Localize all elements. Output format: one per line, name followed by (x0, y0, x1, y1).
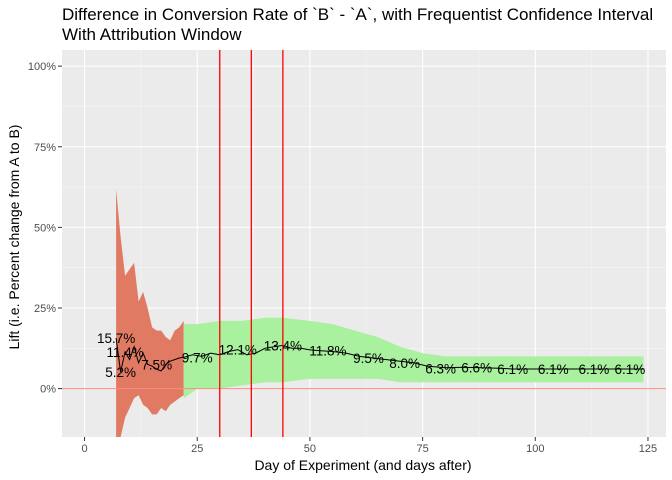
x-tick-label: 100 (526, 443, 544, 455)
data-label: 5.2% (105, 365, 136, 380)
y-axis-title: Lift (i.e. Percent change from A to B) (6, 125, 22, 350)
chart-subtitle: With Attribution Window (62, 25, 242, 44)
data-label: 12.1% (219, 343, 257, 358)
data-label: 11.4% (106, 345, 143, 360)
y-tick-label: 75% (34, 142, 56, 154)
confidence-band-late (183, 317, 644, 399)
data-label: 11.8% (309, 344, 346, 359)
data-label: 6.1% (579, 362, 610, 377)
data-label: 9.5% (353, 351, 384, 366)
data-label: 15.7% (97, 331, 135, 346)
y-tick-label: 100% (28, 61, 56, 73)
x-tick-label: 0 (81, 443, 87, 455)
data-label: 8.0% (389, 356, 420, 371)
data-label: 6.3% (425, 361, 456, 376)
plot-panel: 15.7%11.4% 5.2% 7.5% 9.7% 12.1% 13.4% 11.8% 9.5… (62, 50, 666, 437)
y-tick-label: 0% (40, 384, 56, 396)
data-label: 9.7% (182, 350, 213, 365)
data-label: 6.1% (497, 362, 528, 377)
data-label: 13.4% (264, 338, 302, 353)
x-tick-label: 75 (416, 443, 428, 455)
y-tick-label: 25% (34, 303, 56, 315)
data-label: 6.1% (615, 362, 646, 377)
x-tick-label: 25 (191, 443, 203, 455)
x-tick-label: 125 (639, 443, 657, 455)
data-label: 6.1% (538, 362, 569, 377)
data-label: 6.6% (461, 360, 492, 375)
data-label: 7.5% (141, 357, 172, 372)
y-axis-ticks: 0% 25% 50% 75% 100% (28, 61, 62, 396)
chart-title: Difference in Conversion Rate of `B` - `… (62, 5, 653, 24)
x-tick-label: 50 (304, 443, 316, 455)
y-tick-label: 50% (34, 222, 56, 234)
plot-marks (62, 50, 666, 437)
x-axis-title: Day of Experiment (and days after) (254, 457, 471, 473)
x-axis-ticks: 0 25 50 75 100 125 (81, 437, 657, 455)
confidence-band-early (116, 188, 184, 437)
lift-series-line (115, 337, 644, 373)
